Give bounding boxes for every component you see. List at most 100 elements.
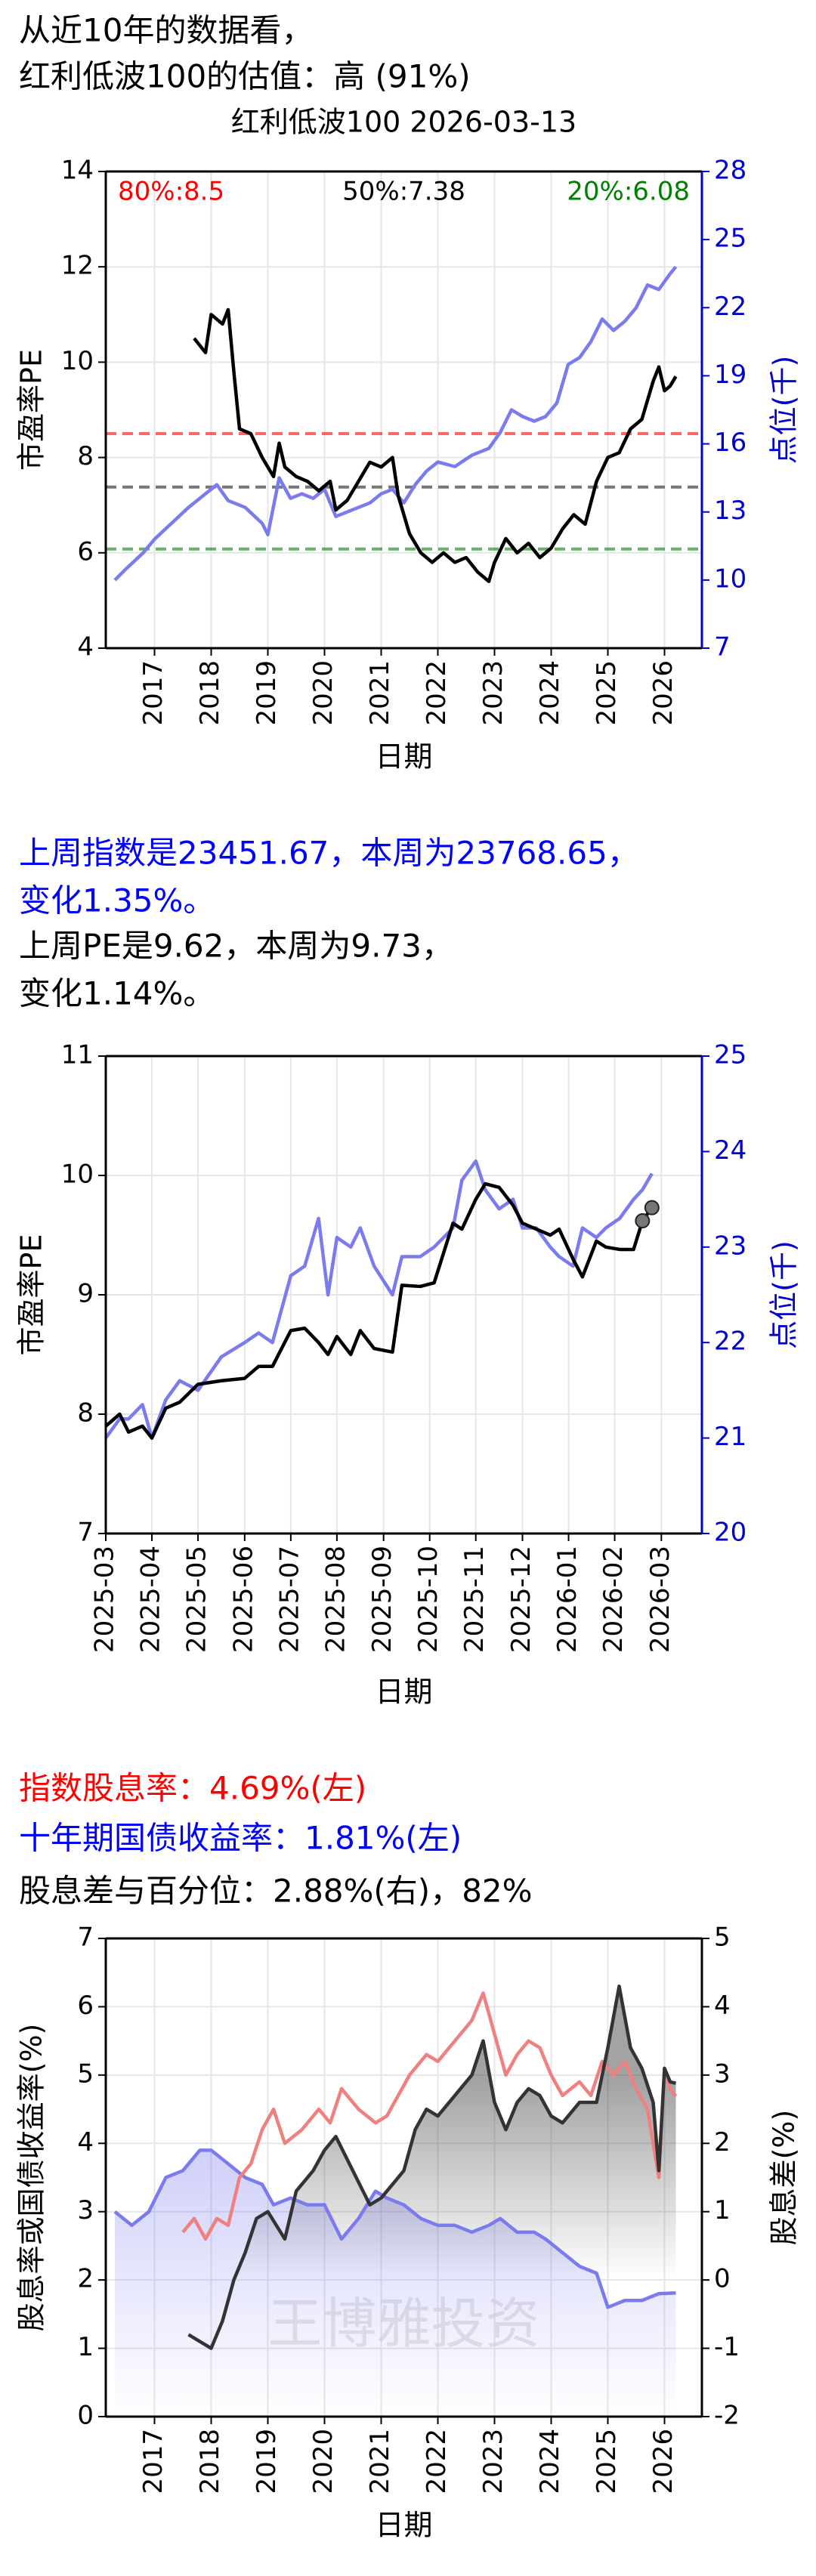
x-axis-label: 日期 xyxy=(375,1676,432,1709)
x-tick-label: 2019 xyxy=(252,2429,282,2494)
x-tick-label: 2022 xyxy=(422,660,452,726)
y2-tick-label: 5 xyxy=(714,1923,731,1953)
y2-axis-label: 点位(千) xyxy=(768,1240,801,1349)
x-tick-label: 2026 xyxy=(648,660,678,726)
y2-axis-label: 股息差(%) xyxy=(768,2110,801,2246)
y-tick-label: 8 xyxy=(77,441,94,471)
paragraph-line: 变化1.14%。 xyxy=(19,975,215,1012)
y2-tick-label: 22 xyxy=(714,292,746,322)
y-axis-label: 市盈率PE xyxy=(15,349,48,471)
x-tick-label: 2023 xyxy=(478,2429,508,2494)
line-series xyxy=(193,307,678,583)
y-tick-label: 7 xyxy=(77,1518,94,1548)
line-series xyxy=(187,1985,677,2350)
x-tick-label: 2025-07 xyxy=(274,1546,304,1653)
point-marker xyxy=(644,1200,660,1215)
line-series xyxy=(181,1991,678,2241)
y-axis-label: 市盈率PE xyxy=(15,1234,48,1356)
paragraph-line: 变化1.35%。 xyxy=(19,882,215,919)
reference-label: 80%:8.5 xyxy=(118,177,224,207)
x-tick-label: 2024 xyxy=(535,2429,565,2494)
x-tick-label: 2025-12 xyxy=(506,1546,536,1653)
x-tick-label: 2025-03 xyxy=(90,1546,120,1653)
y2-tick-label: 1 xyxy=(714,2195,731,2225)
y2-axis-label: 点位(千) xyxy=(768,356,801,465)
y2-tick-label: 16 xyxy=(714,428,746,458)
area-fill xyxy=(115,2150,676,2417)
y2-tick-label: 28 xyxy=(714,156,746,186)
y2-tick-label: -1 xyxy=(714,2332,740,2362)
x-tick-label: 2021 xyxy=(365,2429,395,2494)
x-axis-label: 日期 xyxy=(375,740,432,774)
x-tick-label: 2022 xyxy=(422,2429,452,2494)
y2-tick-label: -2 xyxy=(714,2401,740,2431)
point-marker xyxy=(635,1213,651,1229)
line-series xyxy=(104,1181,654,1440)
y-axis-label: 股息率或国债收益率(%) xyxy=(15,2024,48,2332)
x-axis-label: 日期 xyxy=(375,2509,432,2542)
x-tick-label: 2020 xyxy=(308,660,338,726)
y-tick-label: 4 xyxy=(77,632,94,663)
x-tick-label: 2026-02 xyxy=(598,1546,629,1653)
y2-tick-label: 0 xyxy=(714,2264,731,2294)
paragraph-line: 指数股息率：4.69%(左) xyxy=(19,1770,366,1807)
y2-tick-label: 2 xyxy=(714,2127,731,2157)
header-line: 红利低波100的估值：高 (91%) xyxy=(19,58,471,95)
line-series xyxy=(113,2148,676,2309)
y-tick-label: 1 xyxy=(77,2332,94,2362)
area-fill xyxy=(188,1986,676,2349)
y-tick-label: 9 xyxy=(77,1279,94,1309)
x-tick-label: 2025-11 xyxy=(459,1546,490,1653)
x-tick-label: 2025-10 xyxy=(413,1546,444,1653)
y2-tick-label: 3 xyxy=(714,2059,731,2089)
y2-tick-label: 4 xyxy=(714,1991,731,2021)
y-tick-label: 5 xyxy=(77,2059,94,2089)
x-tick-label: 2017 xyxy=(138,2429,168,2494)
x-tick-label: 2019 xyxy=(252,660,282,726)
x-tick-label: 2018 xyxy=(195,660,225,726)
y-tick-label: 7 xyxy=(77,1923,94,1953)
y-tick-label: 8 xyxy=(77,1398,94,1429)
y-tick-label: 10 xyxy=(61,1160,94,1190)
x-tick-label: 2023 xyxy=(478,660,508,726)
x-tick-label: 2026-01 xyxy=(552,1546,583,1653)
paragraph-line: 上周PE是9.62，本周为9.73， xyxy=(19,928,453,965)
y2-tick-label: 25 xyxy=(714,1040,746,1070)
reference-label: 50%:7.38 xyxy=(342,177,465,207)
reference-label: 20%:6.08 xyxy=(567,177,690,207)
y-tick-label: 12 xyxy=(61,251,94,281)
y-tick-label: 11 xyxy=(61,1040,94,1070)
paragraph-line: 上周指数是23451.67，本周为23768.65， xyxy=(19,835,639,872)
y-tick-label: 4 xyxy=(77,2127,94,2157)
y2-tick-label: 19 xyxy=(714,360,746,390)
y2-tick-label: 10 xyxy=(714,564,746,594)
paragraph-line: 股息差与百分位：2.88%(右)，82% xyxy=(19,1873,533,1910)
x-tick-label: 2026-03 xyxy=(645,1546,675,1653)
header-line: 从近10年的数据看， xyxy=(19,12,313,49)
y2-tick-label: 24 xyxy=(714,1135,746,1166)
x-tick-label: 2021 xyxy=(365,660,395,726)
x-tick-label: 2025 xyxy=(592,2429,622,2494)
y2-tick-label: 23 xyxy=(714,1231,746,1261)
y-tick-label: 6 xyxy=(77,536,94,567)
line-series xyxy=(113,265,678,582)
paragraph-line: 十年期国债收益率：1.81%(左) xyxy=(19,1820,462,1857)
x-tick-label: 2025-08 xyxy=(320,1546,351,1653)
y2-tick-label: 25 xyxy=(714,224,746,254)
x-tick-label: 2018 xyxy=(195,2429,225,2494)
x-tick-label: 2017 xyxy=(138,660,168,726)
y-tick-label: 0 xyxy=(77,2401,94,2431)
x-tick-label: 2024 xyxy=(535,660,565,726)
y2-tick-label: 22 xyxy=(714,1327,746,1357)
y-tick-label: 2 xyxy=(77,2264,94,2294)
y2-tick-label: 7 xyxy=(714,632,731,663)
x-tick-label: 2025 xyxy=(592,660,622,726)
y2-tick-label: 21 xyxy=(714,1422,746,1452)
y-tick-label: 10 xyxy=(61,346,94,376)
x-tick-label: 2025-04 xyxy=(136,1546,166,1653)
x-tick-label: 2026 xyxy=(648,2429,678,2494)
y-tick-label: 6 xyxy=(77,1991,94,2021)
y-tick-label: 3 xyxy=(77,2195,94,2225)
chart-title: 红利低波100 2026-03-13 xyxy=(231,106,576,139)
